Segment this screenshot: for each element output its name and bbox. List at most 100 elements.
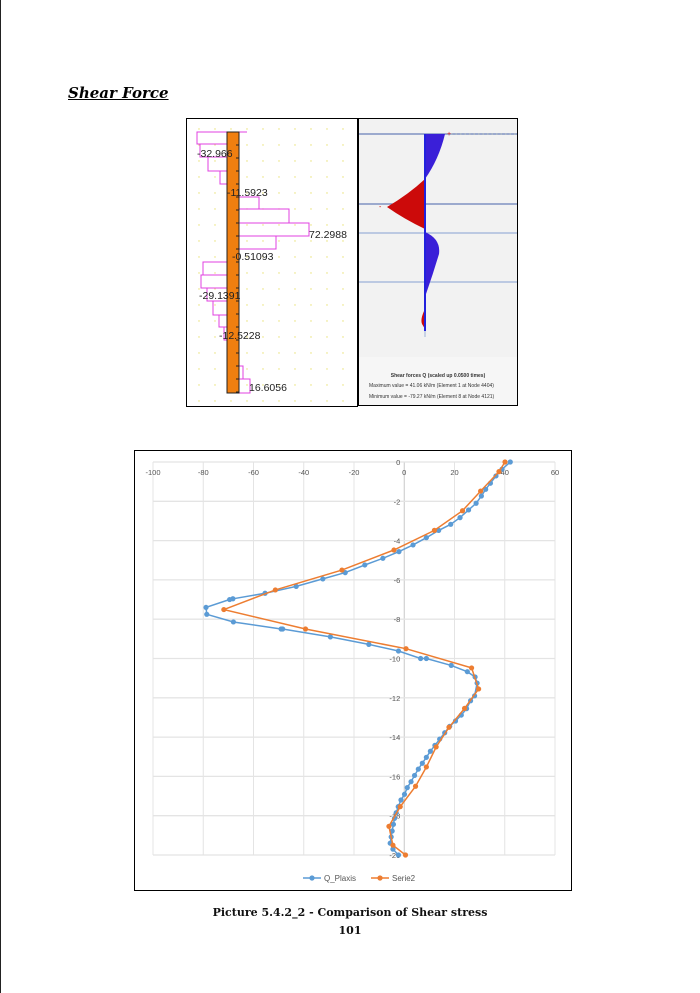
- positive-shear-area: [425, 134, 445, 179]
- section-title: Shear Force: [68, 84, 169, 102]
- grid-dot: [214, 256, 216, 258]
- grid-dot: [214, 384, 216, 386]
- grid-dot: [262, 320, 264, 322]
- grid-dot: [262, 240, 264, 242]
- grid-dot: [342, 192, 344, 194]
- data-point: [502, 459, 508, 465]
- min-marker: -: [379, 204, 382, 211]
- grid-dot: [326, 288, 328, 290]
- data-point: [272, 587, 278, 593]
- grid-dot: [342, 128, 344, 130]
- grid-dot: [342, 240, 344, 242]
- grid-dot: [198, 384, 200, 386]
- y-tick-label: -16: [389, 772, 400, 781]
- grid-dot: [326, 224, 328, 226]
- shear-value-label: -29.1391: [199, 290, 241, 302]
- data-point: [390, 821, 397, 827]
- grid-dot: [214, 336, 216, 338]
- grid-dot: [214, 192, 216, 194]
- grid-dot: [326, 256, 328, 258]
- grid-dot: [342, 304, 344, 306]
- grid-dot: [310, 352, 312, 354]
- grid-dot: [326, 240, 328, 242]
- grid-dot: [262, 176, 264, 178]
- grid-dot: [246, 288, 248, 290]
- grid-dot: [326, 128, 328, 130]
- grid-dot: [294, 224, 296, 226]
- grid-dot: [310, 400, 312, 402]
- shear-value-label: -12.5228: [219, 330, 261, 342]
- grid-dot: [246, 224, 248, 226]
- grid-dot: [294, 144, 296, 146]
- data-point: [391, 547, 397, 553]
- grid-dot: [294, 128, 296, 130]
- x-tick-label: 40: [501, 468, 509, 477]
- data-point: [293, 583, 299, 589]
- data-point: [404, 785, 410, 791]
- grid-dot: [278, 128, 280, 130]
- data-point: [302, 626, 309, 632]
- data-point: [411, 772, 418, 779]
- data-point: [423, 764, 429, 770]
- grid-dot: [278, 144, 280, 146]
- data-point: [366, 641, 372, 647]
- data-point: [476, 686, 482, 692]
- grid-dot: [198, 400, 200, 402]
- grid-dot: [198, 224, 200, 226]
- grid-dot: [262, 368, 264, 370]
- grid-dot: [262, 400, 264, 402]
- legend-swatch-marker: [309, 875, 315, 881]
- grid-dot: [198, 304, 200, 306]
- positive-shear-area: [425, 232, 440, 294]
- data-point: [403, 646, 409, 652]
- data-point: [423, 754, 429, 760]
- grid-dot: [294, 240, 296, 242]
- grid-dot: [342, 272, 344, 274]
- grid-dot: [214, 128, 216, 130]
- y-tick-label: -10: [389, 655, 400, 664]
- grid-dot: [246, 144, 248, 146]
- grid-dot: [326, 192, 328, 194]
- grid-dot: [198, 352, 200, 354]
- grid-dot: [246, 384, 248, 386]
- plaxis-shear-diagram: + - Shear forces Q (scaled up 0.0500 tim…: [359, 119, 517, 405]
- grid-dot: [198, 192, 200, 194]
- grid-dot: [198, 160, 200, 162]
- grid-dot: [278, 384, 280, 386]
- grid-dot: [310, 240, 312, 242]
- data-point: [397, 804, 403, 810]
- series-line-serie2: [221, 461, 506, 856]
- grid-dot: [214, 240, 216, 242]
- grid-dot: [214, 144, 216, 146]
- data-point: [339, 567, 345, 573]
- data-point: [204, 611, 210, 617]
- grid-dot: [342, 352, 344, 354]
- grid-dot: [278, 288, 280, 290]
- data-point: [203, 604, 209, 611]
- grid-dot: [198, 208, 200, 210]
- grid-dot: [310, 304, 312, 306]
- page-edge: [0, 0, 1, 993]
- plaxis-shear-figure: + - Shear forces Q (scaled up 0.0500 tim…: [358, 118, 518, 406]
- grid-dot: [342, 208, 344, 210]
- data-point: [327, 634, 333, 640]
- y-tick-label: -4: [394, 537, 401, 546]
- data-point: [412, 783, 419, 789]
- grid-dot: [326, 352, 328, 354]
- data-point: [386, 823, 392, 829]
- data-point: [457, 515, 463, 521]
- x-tick-label: -60: [248, 468, 259, 477]
- grid-dot: [246, 400, 248, 402]
- grid-dot: [262, 160, 264, 162]
- grid-dot: [310, 208, 312, 210]
- legend-area: [359, 357, 517, 405]
- y-tick-label: -14: [389, 733, 400, 742]
- x-tick-label: -40: [298, 468, 309, 477]
- grid-dot: [326, 160, 328, 162]
- data-point: [452, 718, 459, 724]
- grid-dot: [246, 304, 248, 306]
- grid-dot: [326, 400, 328, 402]
- shear-value-label: -0.51093: [232, 251, 274, 263]
- x-tick-label: 0: [402, 468, 406, 477]
- grid-dot: [198, 240, 200, 242]
